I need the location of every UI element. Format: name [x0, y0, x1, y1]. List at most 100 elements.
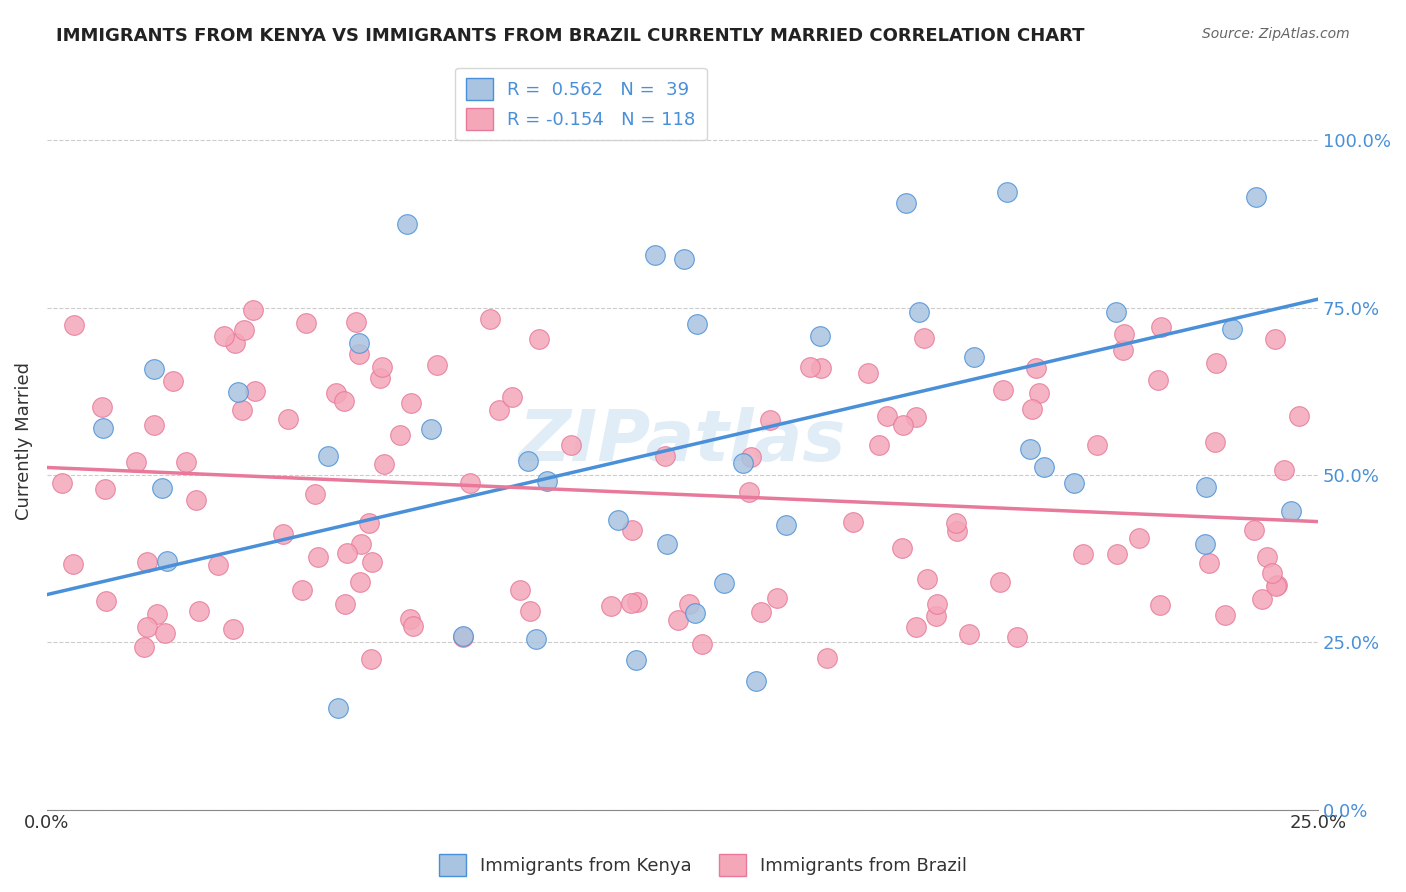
Point [420, 422, 443, 436]
Point [453, 629, 475, 643]
Point [291, 583, 314, 598]
Point [1261, 566, 1284, 580]
Y-axis label: Currently Married: Currently Married [15, 362, 32, 520]
Point [945, 516, 967, 530]
Point [620, 596, 643, 610]
Point [666, 613, 689, 627]
Point [891, 541, 914, 555]
Point [399, 396, 422, 410]
Point [373, 457, 395, 471]
Point [316, 449, 339, 463]
Point [1033, 459, 1056, 474]
Point [150, 481, 173, 495]
Point [242, 302, 264, 317]
Point [94, 594, 117, 608]
Point [624, 653, 647, 667]
Point [295, 316, 318, 330]
Point [226, 384, 249, 399]
Point [304, 487, 326, 501]
Point [1265, 577, 1288, 591]
Point [153, 626, 176, 640]
Point [905, 620, 928, 634]
Point [905, 409, 928, 424]
Point [1021, 401, 1043, 416]
Point [685, 317, 707, 331]
Point [993, 383, 1015, 397]
Point [395, 217, 418, 231]
Point [1025, 361, 1047, 376]
Legend: Immigrants from Kenya, Immigrants from Brazil: Immigrants from Kenya, Immigrants from B… [432, 847, 974, 883]
Point [519, 604, 541, 618]
Point [453, 630, 475, 644]
Point [142, 417, 165, 432]
Point [1243, 523, 1265, 537]
Point [683, 606, 706, 620]
Point [426, 358, 449, 372]
Point [1264, 332, 1286, 346]
Point [815, 650, 838, 665]
Point [501, 390, 523, 404]
Point [277, 412, 299, 426]
Text: IMMIGRANTS FROM KENYA VS IMMIGRANTS FROM BRAZIL CURRENTLY MARRIED CORRELATION CH: IMMIGRANTS FROM KENYA VS IMMIGRANTS FROM… [56, 27, 1085, 45]
Point [361, 555, 384, 569]
Point [143, 362, 166, 376]
Point [349, 575, 371, 590]
Point [51, 475, 73, 490]
Point [744, 673, 766, 688]
Point [509, 582, 531, 597]
Point [1244, 190, 1267, 204]
Point [91, 400, 114, 414]
Point [842, 515, 865, 529]
Point [810, 361, 832, 376]
Point [1087, 438, 1109, 452]
Point [536, 474, 558, 488]
Point [63, 318, 86, 332]
Point [224, 335, 246, 350]
Point [733, 456, 755, 470]
Point [1222, 322, 1244, 336]
Point [738, 485, 761, 500]
Point [458, 476, 481, 491]
Point [136, 556, 159, 570]
Point [749, 606, 772, 620]
Point [359, 516, 381, 530]
Point [1150, 320, 1173, 334]
Point [524, 632, 547, 646]
Point [124, 455, 146, 469]
Point [1112, 343, 1135, 358]
Point [350, 537, 373, 551]
Point [876, 409, 898, 423]
Point [607, 513, 630, 527]
Point [333, 597, 356, 611]
Point [672, 252, 695, 266]
Point [1019, 442, 1042, 456]
Legend: R =  0.562   N =  39, R = -0.154   N = 118: R = 0.562 N = 39, R = -0.154 N = 118 [456, 68, 707, 140]
Point [488, 403, 510, 417]
Point [307, 549, 329, 564]
Point [1147, 373, 1170, 387]
Point [1279, 504, 1302, 518]
Point [212, 329, 235, 343]
Point [912, 331, 935, 345]
Point [527, 332, 550, 346]
Point [917, 573, 939, 587]
Point [1251, 591, 1274, 606]
Point [957, 627, 980, 641]
Point [222, 623, 245, 637]
Point [370, 359, 392, 374]
Point [402, 619, 425, 633]
Point [62, 558, 84, 572]
Point [1114, 326, 1136, 341]
Point [1272, 463, 1295, 477]
Point [174, 455, 197, 469]
Text: ZIPatlas: ZIPatlas [519, 407, 846, 476]
Point [132, 640, 155, 655]
Point [856, 366, 879, 380]
Point [655, 537, 678, 551]
Point [325, 386, 347, 401]
Point [1265, 579, 1288, 593]
Point [344, 315, 367, 329]
Point [1063, 475, 1085, 490]
Point [347, 336, 370, 351]
Point [644, 248, 666, 262]
